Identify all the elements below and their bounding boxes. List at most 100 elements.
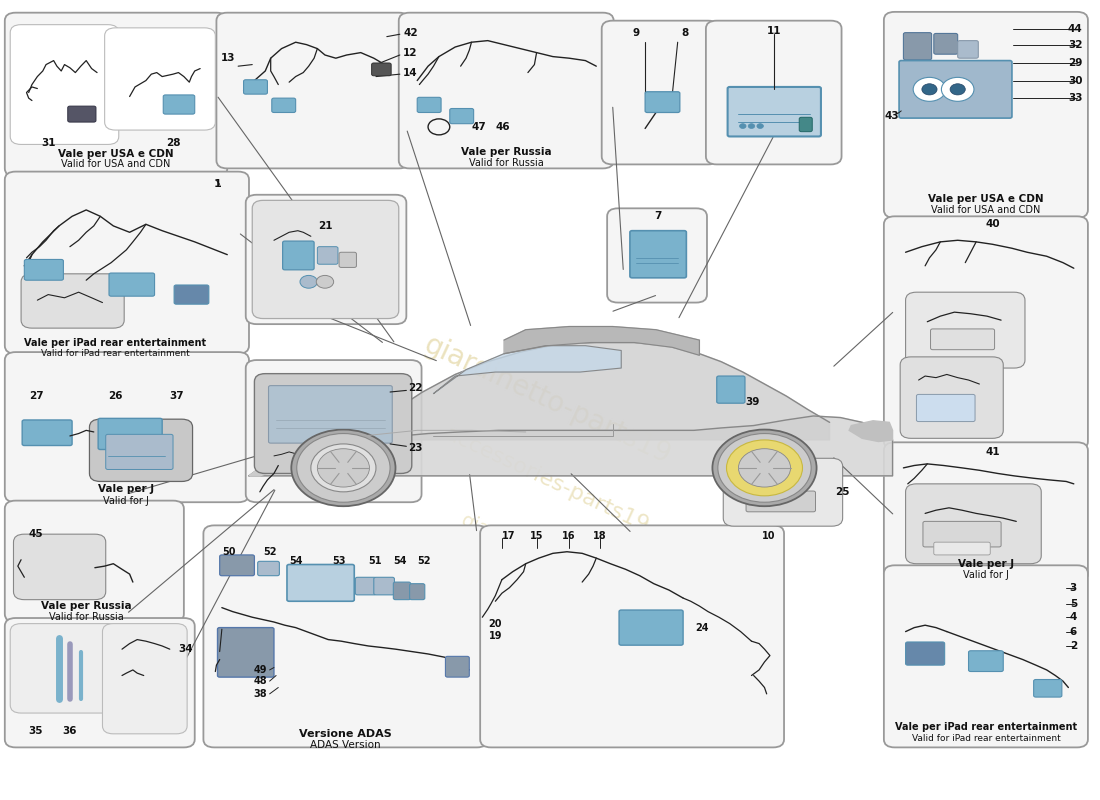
Text: 24: 24 (695, 622, 708, 633)
Text: Valid for Russia: Valid for Russia (469, 158, 543, 168)
Text: 42: 42 (403, 28, 418, 38)
FancyBboxPatch shape (287, 565, 354, 602)
Text: Vale per Russia: Vale per Russia (41, 601, 132, 611)
Circle shape (718, 434, 811, 502)
Text: 29: 29 (1068, 58, 1082, 68)
FancyBboxPatch shape (746, 491, 815, 512)
FancyBboxPatch shape (884, 442, 1088, 582)
Text: 31: 31 (41, 138, 55, 148)
FancyBboxPatch shape (607, 208, 707, 302)
Text: 51: 51 (368, 556, 382, 566)
Text: 40: 40 (986, 219, 1001, 230)
FancyBboxPatch shape (409, 584, 425, 600)
Circle shape (913, 78, 946, 102)
Polygon shape (249, 416, 892, 476)
FancyBboxPatch shape (968, 650, 1003, 671)
Text: 47: 47 (472, 122, 486, 132)
FancyBboxPatch shape (717, 376, 745, 403)
FancyBboxPatch shape (22, 420, 73, 446)
FancyBboxPatch shape (374, 578, 395, 595)
FancyBboxPatch shape (800, 118, 812, 132)
Circle shape (297, 434, 390, 502)
FancyBboxPatch shape (884, 566, 1088, 747)
Text: 2: 2 (1070, 641, 1077, 651)
FancyBboxPatch shape (934, 542, 990, 555)
Text: 35: 35 (28, 726, 43, 737)
FancyBboxPatch shape (884, 12, 1088, 218)
Circle shape (348, 450, 361, 459)
Text: ADAS Version: ADAS Version (310, 740, 381, 750)
FancyBboxPatch shape (339, 252, 356, 267)
FancyBboxPatch shape (217, 13, 409, 169)
Text: 38: 38 (254, 689, 267, 699)
Text: Valid for iPad rear entertainment: Valid for iPad rear entertainment (912, 734, 1060, 743)
Text: Versione ADAS: Versione ADAS (299, 729, 392, 739)
Circle shape (318, 450, 331, 459)
Circle shape (757, 124, 763, 129)
FancyBboxPatch shape (958, 41, 978, 58)
Text: Vale per USA e CDN: Vale per USA e CDN (57, 149, 174, 159)
Text: 13: 13 (220, 53, 235, 63)
Text: 5: 5 (1070, 598, 1077, 609)
Polygon shape (433, 346, 622, 394)
FancyBboxPatch shape (24, 259, 64, 280)
Text: 50: 50 (222, 546, 235, 557)
FancyBboxPatch shape (204, 526, 487, 747)
Text: Vale per iPad rear entertainment: Vale per iPad rear entertainment (24, 338, 207, 347)
Circle shape (942, 78, 974, 102)
FancyBboxPatch shape (163, 95, 195, 114)
FancyBboxPatch shape (4, 171, 249, 354)
Text: 12: 12 (403, 48, 418, 58)
FancyBboxPatch shape (4, 501, 184, 622)
FancyBboxPatch shape (218, 628, 274, 677)
Text: 52: 52 (417, 556, 431, 566)
Circle shape (363, 450, 376, 459)
Text: Vale per J: Vale per J (98, 485, 154, 494)
Text: 8: 8 (681, 28, 689, 38)
Circle shape (713, 430, 816, 506)
Text: Vale per Russia: Vale per Russia (461, 147, 551, 158)
FancyBboxPatch shape (916, 394, 975, 422)
FancyBboxPatch shape (268, 386, 393, 443)
Text: 1: 1 (214, 179, 222, 190)
FancyBboxPatch shape (4, 352, 249, 502)
FancyBboxPatch shape (4, 618, 195, 747)
Circle shape (311, 444, 376, 492)
Text: 39: 39 (745, 397, 759, 406)
Text: 53: 53 (332, 556, 346, 566)
FancyBboxPatch shape (272, 98, 296, 113)
FancyBboxPatch shape (899, 61, 1012, 118)
Circle shape (292, 430, 396, 506)
FancyBboxPatch shape (602, 21, 719, 165)
Text: 52: 52 (263, 546, 276, 557)
Text: Valid for Russia: Valid for Russia (48, 612, 123, 622)
Text: Vale per USA e CDN: Vale per USA e CDN (928, 194, 1044, 204)
FancyBboxPatch shape (727, 87, 821, 137)
FancyBboxPatch shape (252, 200, 399, 318)
Text: 4: 4 (1069, 612, 1077, 622)
Text: 43: 43 (884, 111, 899, 122)
Text: 23: 23 (408, 443, 424, 453)
FancyBboxPatch shape (900, 357, 1003, 438)
Text: 33: 33 (1068, 93, 1082, 103)
FancyBboxPatch shape (245, 360, 421, 502)
FancyBboxPatch shape (884, 216, 1088, 450)
Polygon shape (363, 342, 829, 440)
FancyBboxPatch shape (394, 582, 410, 600)
Text: 44: 44 (1068, 24, 1082, 34)
Text: 6: 6 (1070, 626, 1077, 637)
Text: 20: 20 (488, 618, 502, 629)
FancyBboxPatch shape (417, 98, 441, 113)
Text: 26: 26 (108, 391, 122, 401)
FancyBboxPatch shape (630, 230, 686, 278)
Polygon shape (504, 326, 700, 355)
FancyBboxPatch shape (706, 21, 842, 165)
FancyBboxPatch shape (104, 28, 216, 130)
Text: Valid for iPad rear entertainment: Valid for iPad rear entertainment (41, 349, 190, 358)
Text: 15: 15 (530, 530, 543, 541)
FancyBboxPatch shape (931, 329, 994, 350)
FancyBboxPatch shape (174, 285, 209, 304)
FancyBboxPatch shape (4, 13, 228, 176)
FancyBboxPatch shape (903, 33, 932, 60)
FancyBboxPatch shape (905, 642, 945, 665)
